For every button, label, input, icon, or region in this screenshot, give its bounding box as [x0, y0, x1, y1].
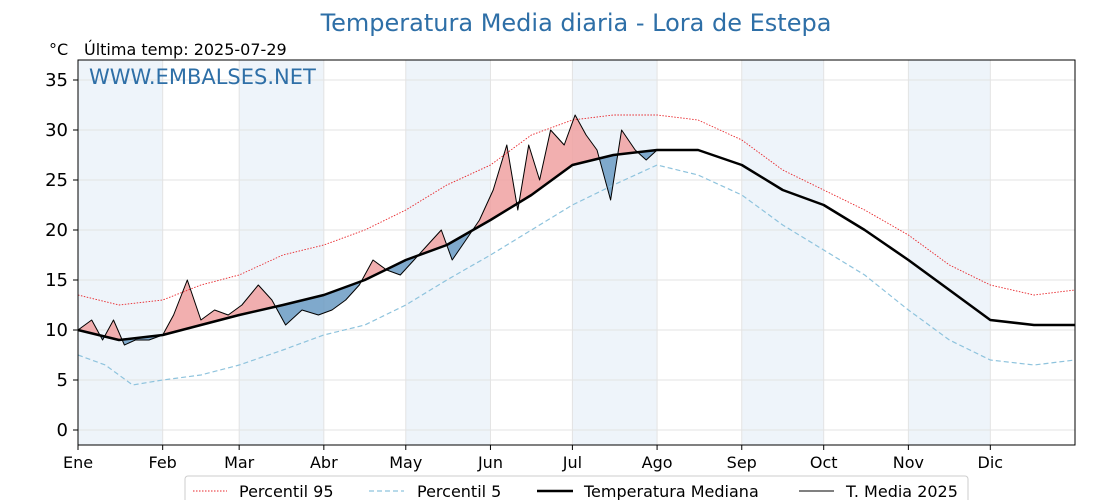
- x-tick-label: Jul: [562, 453, 582, 472]
- legend-label-current: T. Media 2025: [845, 482, 958, 500]
- fill-below-median: [448, 230, 473, 260]
- fill-above-median: [418, 230, 449, 256]
- y-tick-label: 5: [57, 370, 68, 391]
- series-line-p5: [77, 164, 1076, 386]
- plot-frame: [77, 59, 1076, 446]
- x-tick-label: Abr: [310, 453, 338, 472]
- series-line-median: [77, 148, 1075, 342]
- month-bands: [78, 60, 991, 445]
- month-band: [741, 60, 824, 445]
- y-tick-label: 30: [45, 120, 68, 141]
- y-tick-label: 25: [45, 170, 68, 191]
- month-band: [239, 60, 324, 445]
- series-line-current: [77, 114, 658, 346]
- y-tick-label: 0: [57, 420, 68, 441]
- y-tick-label: 10: [45, 320, 68, 341]
- x-tick-label: May: [389, 453, 422, 472]
- y-tick-label: 35: [45, 70, 68, 91]
- last-temp-label: Última temp: 2025-07-29: [84, 40, 287, 59]
- legend-label-p5: Percentil 5: [417, 482, 501, 500]
- legend-box: [184, 475, 969, 500]
- x-tick-label: Jun: [477, 453, 503, 472]
- fill-above-median: [162, 280, 277, 335]
- x-tick-label: Sep: [727, 453, 757, 472]
- y-tick-label: 20: [45, 220, 68, 241]
- x-tick-label: Mar: [224, 453, 255, 472]
- x-tick-label: Ago: [642, 453, 673, 472]
- month-band: [405, 60, 491, 445]
- y-axis-ticks: 0 5 10 15 20 25 30 35: [45, 70, 78, 441]
- legend-label-median: Temperatura Mediana: [583, 482, 759, 500]
- x-tick-label: Dic: [978, 453, 1004, 472]
- watermark: WWW.EMBALSES.NET: [89, 65, 316, 89]
- x-tick-label: Nov: [893, 453, 924, 472]
- legend-label-p95: Percentil 95: [239, 482, 334, 500]
- fill-above-median: [105, 320, 124, 342]
- y-tick-label: 15: [45, 270, 68, 291]
- series-line-p95: [77, 114, 1076, 306]
- month-band: [78, 60, 163, 445]
- x-axis-ticks: Ene Feb Mar Abr May Jun Jul Ago Sep Oct Nov Dic: [63, 445, 1003, 472]
- chart-title: Temperatura Media diaria - Lora de Estep…: [320, 9, 832, 37]
- fill-above-median: [362, 260, 387, 281]
- x-tick-label: Feb: [149, 453, 177, 472]
- fill-above-median: [519, 115, 600, 203]
- legend: Percentil 95 Percentil 5 Temperatura Med…: [184, 475, 969, 500]
- fill-below-median: [386, 255, 419, 275]
- series-lines: [77, 114, 1076, 386]
- grid-lines: [77, 60, 1075, 445]
- fill-above-median: [618, 130, 638, 155]
- month-band: [908, 60, 991, 445]
- fill-below-median: [599, 147, 619, 200]
- month-band: [572, 60, 658, 445]
- x-tick-label: Oct: [810, 453, 838, 472]
- unit-label: °C: [49, 40, 68, 59]
- x-tick-label: Ene: [63, 453, 93, 472]
